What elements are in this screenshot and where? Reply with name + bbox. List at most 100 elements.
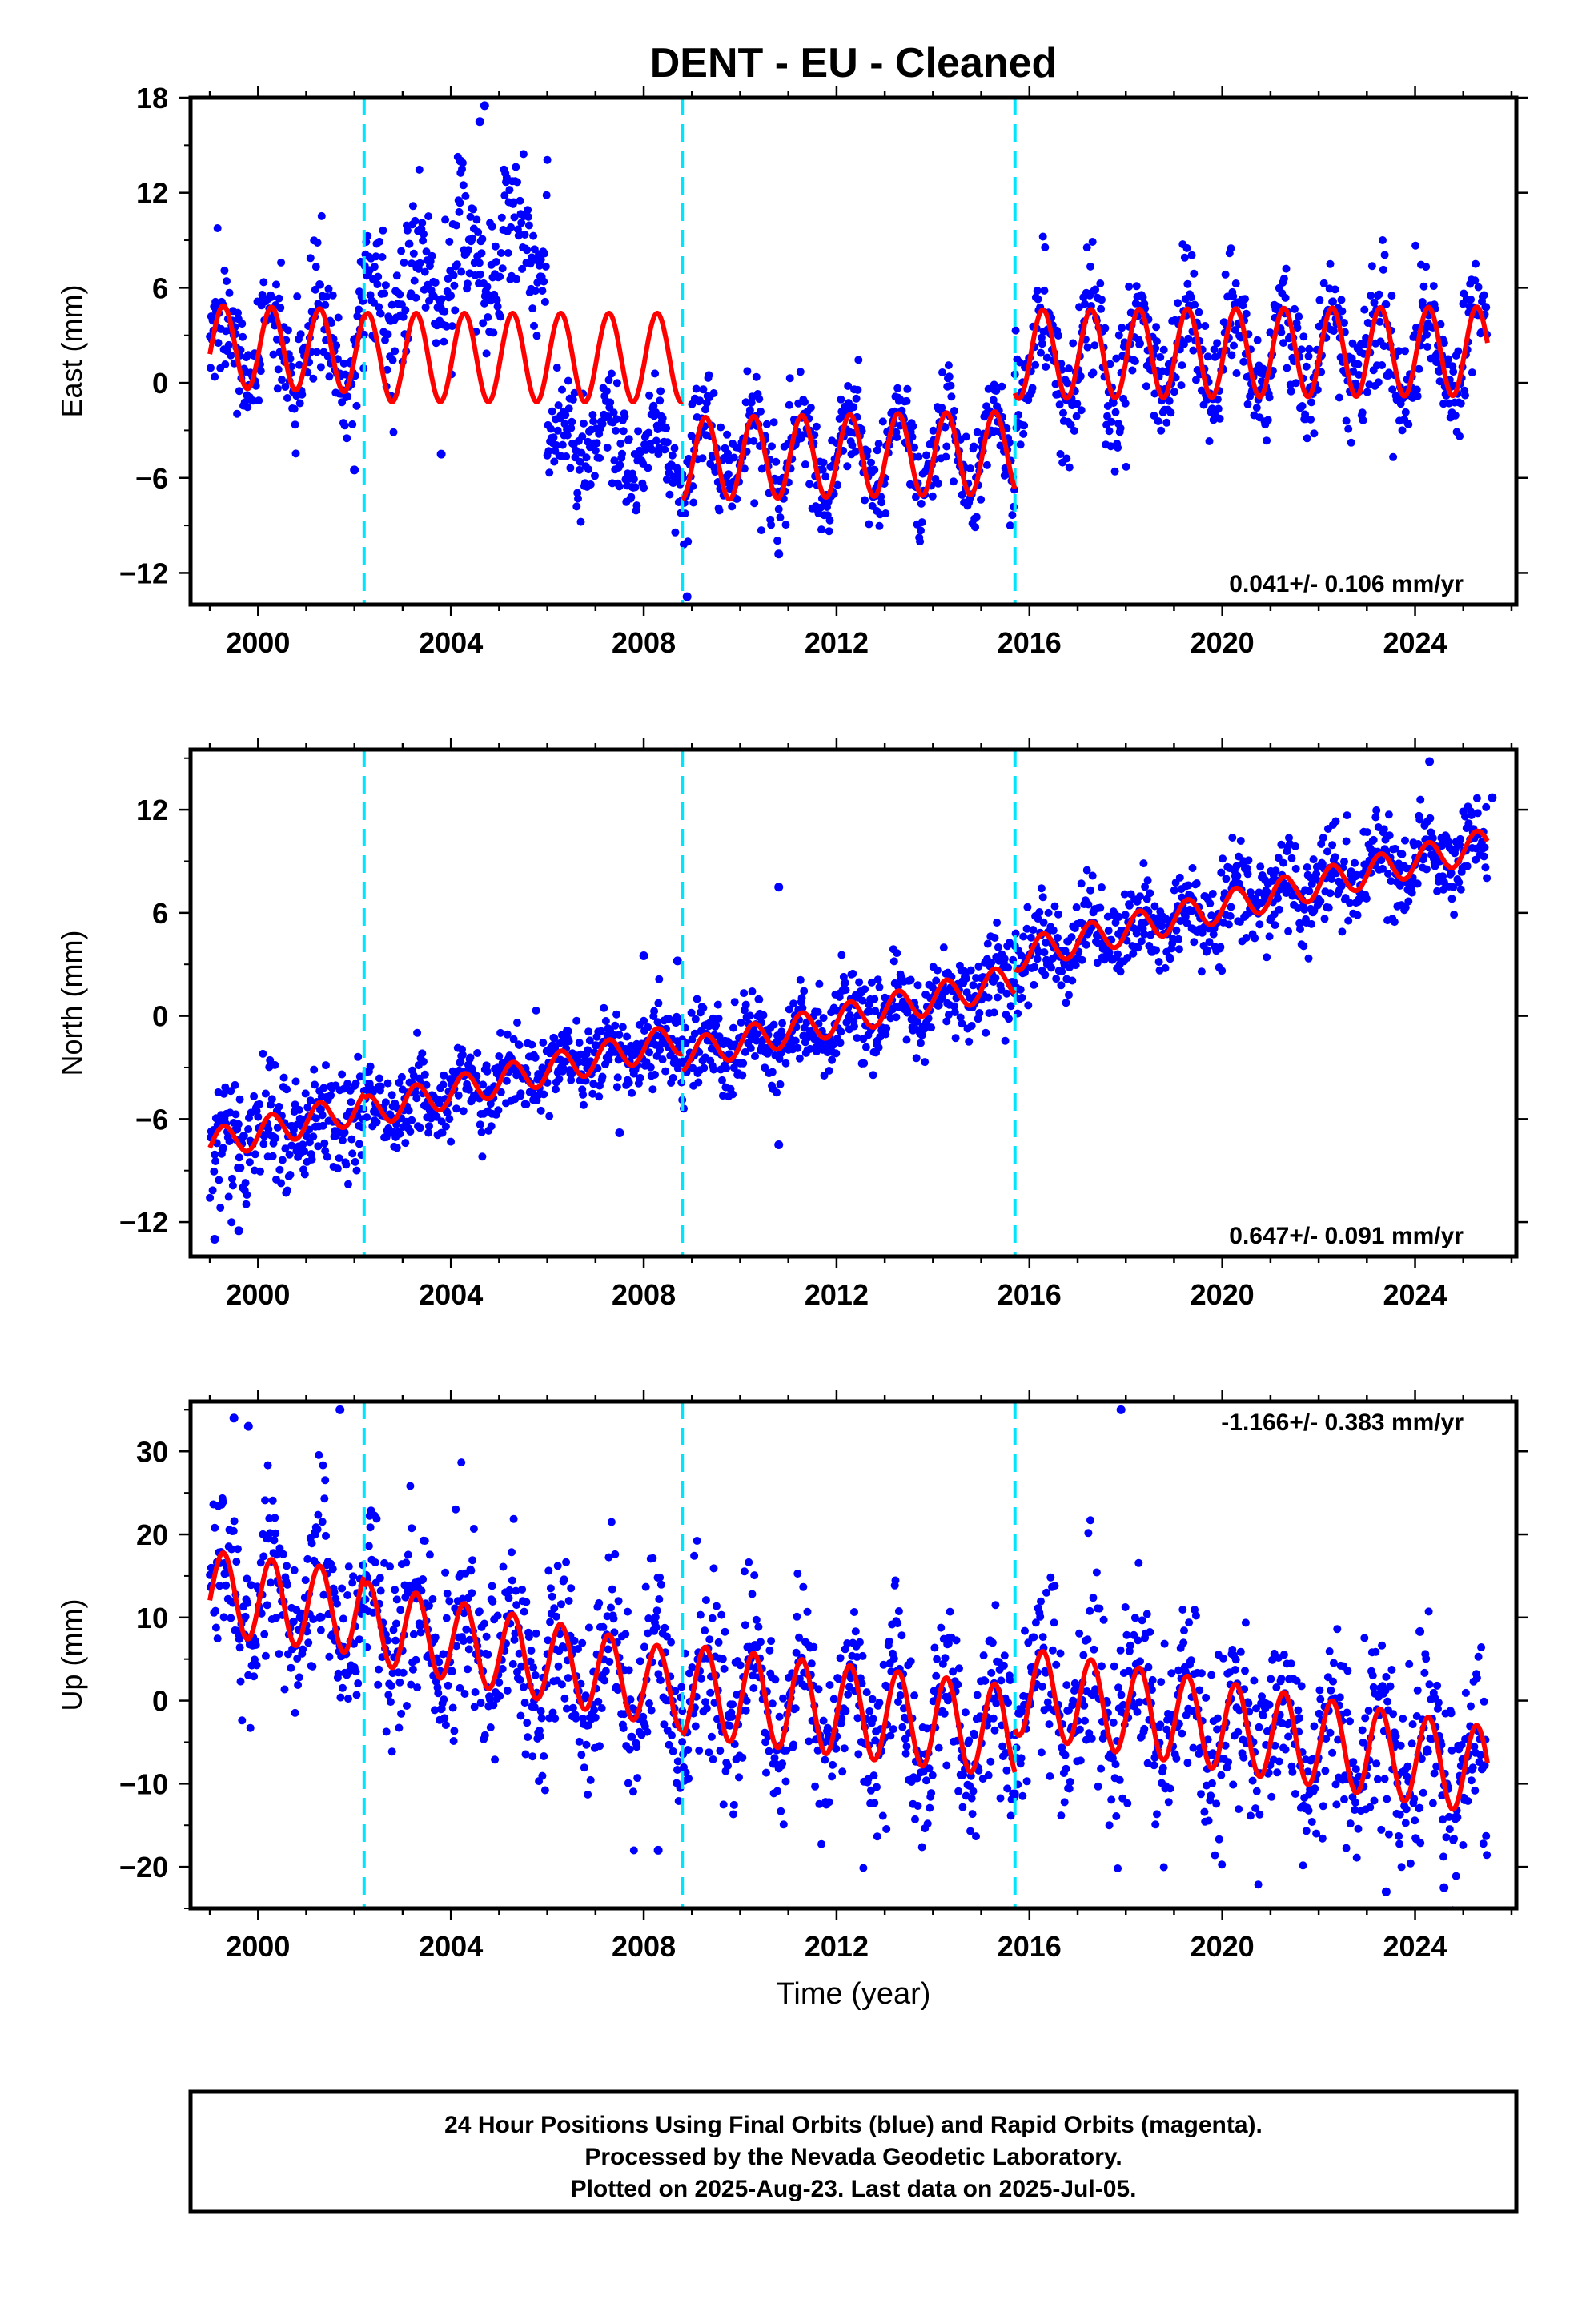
north-obs-point xyxy=(933,966,942,975)
east-obs-point xyxy=(1083,343,1092,352)
up-obs-point xyxy=(896,1691,905,1699)
north-obs-point xyxy=(1449,883,1458,891)
north-obs-point xyxy=(355,1140,363,1148)
north-obs-point xyxy=(1150,902,1159,911)
north-rate-label: 0.647+/- 0.091 mm/yr xyxy=(1229,1223,1464,1249)
north-obs-point xyxy=(1088,871,1097,880)
up-obs-point xyxy=(320,1494,329,1503)
east-obs-point xyxy=(942,452,950,461)
east-obs-point xyxy=(400,259,408,267)
up-obs-point xyxy=(339,1614,347,1623)
up-obs-point xyxy=(318,1518,327,1526)
up-obs-point xyxy=(946,1607,954,1616)
east-obs-point xyxy=(776,513,785,521)
up-obs-point xyxy=(701,1596,710,1605)
north-obs-point xyxy=(646,1063,655,1072)
up-obs-point xyxy=(661,1623,669,1632)
up-obs-point xyxy=(609,1614,618,1623)
north-obs-point xyxy=(227,1218,236,1227)
north-outlier-point xyxy=(1488,793,1497,802)
east-obs-point xyxy=(1454,347,1463,356)
east-obs-point xyxy=(805,480,814,489)
east-obs-point xyxy=(341,370,350,379)
up-obs-point xyxy=(823,1723,832,1732)
north-x-tick-label: 2024 xyxy=(1383,1278,1447,1311)
east-obs-point xyxy=(541,262,550,271)
east-obs-point xyxy=(507,223,516,231)
up-obs-point xyxy=(419,1575,428,1583)
north-obs-point xyxy=(1480,843,1489,852)
east-obs-point xyxy=(902,396,911,405)
north-obs-point xyxy=(1323,847,1331,856)
east-obs-point xyxy=(325,372,334,381)
east-obs-point xyxy=(552,441,560,449)
up-obs-point xyxy=(270,1536,279,1545)
east-y-tick-label: 0 xyxy=(152,367,168,400)
north-obs-point xyxy=(283,1186,291,1195)
chart-title: DENT - EU - Cleaned xyxy=(650,40,1058,86)
up-obs-point xyxy=(724,1762,732,1770)
east-obs-point xyxy=(825,527,833,536)
up-obs-point xyxy=(343,1591,352,1599)
east-obs-point xyxy=(1422,263,1431,271)
north-obs-point xyxy=(795,1054,804,1063)
east-obs-point xyxy=(586,480,595,489)
east-outlier-point xyxy=(475,117,484,127)
east-obs-point xyxy=(227,351,235,360)
up-obs-point xyxy=(706,1688,715,1697)
up-obs-point xyxy=(383,1636,392,1645)
north-obs-point xyxy=(458,1051,467,1059)
north-obs-point xyxy=(420,1070,429,1079)
east-obs-point xyxy=(432,339,440,348)
north-model-curve xyxy=(680,966,1018,1073)
north-obs-point xyxy=(1391,844,1399,853)
up-obs-point xyxy=(898,1723,907,1731)
north-obs-point xyxy=(1284,927,1293,935)
east-obs-point xyxy=(484,313,492,321)
up-obs-point xyxy=(480,1619,488,1628)
east-obs-point xyxy=(468,234,477,243)
north-obs-point xyxy=(987,959,996,967)
up-obs-point xyxy=(970,1731,979,1739)
up-obs-point xyxy=(404,1550,412,1559)
east-y-tick-label: −6 xyxy=(135,462,168,495)
up-obs-point xyxy=(211,1523,219,1532)
east-obs-point xyxy=(1221,270,1230,279)
north-obs-point xyxy=(748,987,757,995)
east-obs-point xyxy=(817,525,825,534)
east-obs-point xyxy=(371,252,380,261)
east-obs-point xyxy=(1359,416,1367,424)
north-obs-point xyxy=(1039,918,1048,927)
up-obs-point xyxy=(972,1832,980,1841)
north-obs-point xyxy=(323,1152,331,1161)
east-obs-point xyxy=(564,404,573,413)
east-obs-point xyxy=(747,398,756,407)
up-obs-point xyxy=(562,1558,571,1566)
north-y-tick-label: 12 xyxy=(136,794,168,826)
north-obs-point xyxy=(861,1043,870,1051)
east-obs-point xyxy=(971,523,980,532)
north-obs-point xyxy=(861,985,869,994)
north-obs-point xyxy=(849,969,857,978)
up-obs-point xyxy=(325,1652,334,1661)
east-obs-point xyxy=(1110,467,1119,476)
up-obs-point xyxy=(428,1594,437,1603)
east-obs-point xyxy=(249,396,258,405)
up-obs-point xyxy=(625,1745,634,1754)
east-obs-point xyxy=(1340,319,1348,327)
east-obs-point xyxy=(1467,295,1475,304)
north-obs-point xyxy=(1271,866,1280,875)
north-x-tick-label: 2016 xyxy=(998,1278,1062,1311)
up-obs-point xyxy=(651,1613,660,1622)
east-obs-point xyxy=(416,259,424,267)
north-obs-point xyxy=(1123,954,1132,962)
north-obs-point xyxy=(984,993,993,1002)
north-obs-point xyxy=(454,1091,463,1100)
north-obs-point xyxy=(800,987,809,995)
north-obs-point xyxy=(1034,915,1042,923)
east-obs-point xyxy=(893,384,902,392)
north-obs-point xyxy=(278,1156,287,1164)
north-obs-point xyxy=(250,1092,259,1100)
east-obs-point xyxy=(1375,317,1384,326)
up-obs-point xyxy=(652,1623,661,1632)
